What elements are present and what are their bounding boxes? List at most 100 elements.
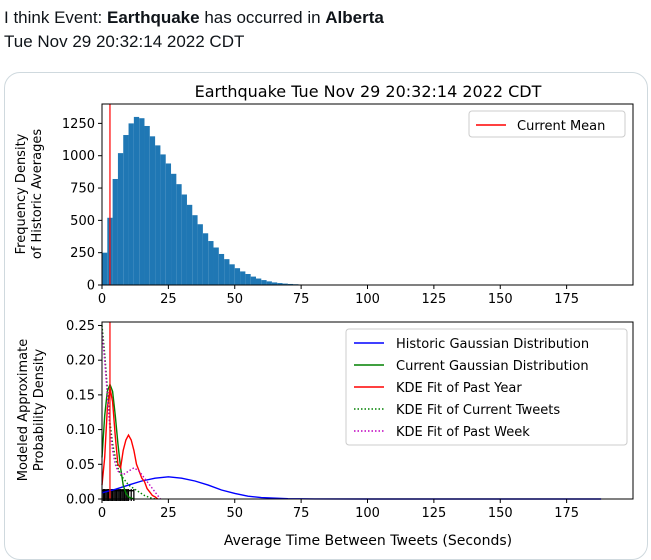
histogram-bar [234, 268, 241, 285]
y-tick-label: 1000 [62, 149, 95, 164]
legend-label-5: KDE Fit of Past Week [396, 425, 530, 440]
histogram-bar [229, 264, 235, 285]
x-tick-label: 125 [421, 506, 446, 521]
histogram-bar [224, 259, 230, 285]
chart-figure: Earthquake Tue Nov 29 20:32:14 2022 CDT … [14, 82, 634, 549]
x-tick-label: 0 [98, 292, 106, 307]
histogram-bar [218, 253, 225, 285]
histogram-bar [277, 283, 283, 285]
y-tick-label: 0.05 [66, 458, 95, 473]
histogram-bar [133, 116, 140, 285]
legend-label-1: Historic Gaussian Distribution [396, 337, 589, 352]
y-tick-label: 0.00 [66, 493, 95, 508]
histogram-bar [250, 276, 256, 285]
top-chart-x-ticks: 0 25 50 75 100 125 150 175 [98, 285, 579, 307]
bottom-chart-x-ticks: 0 25 50 75 100 125 150 175 [98, 499, 579, 521]
bottom-chart: 0 25 50 75 100 125 150 175 0.00 0.05 0.10 0.15 0.20… [16, 319, 634, 549]
y-tick-label: 0.25 [66, 319, 95, 334]
bottom-legend-box [345, 328, 628, 446]
histogram-bar [144, 125, 150, 285]
series-line-4 [101, 325, 156, 500]
histogram-bar [287, 283, 294, 285]
y-tick-label: 250 [70, 246, 95, 261]
histogram-bar [149, 136, 156, 285]
x-tick-label: 150 [488, 292, 513, 307]
histogram-bar [176, 184, 182, 285]
bottom-chart-y-ticks: 0.00 0.05 0.10 0.15 0.20 0.25 [66, 319, 102, 508]
x-tick-label: 100 [355, 506, 380, 521]
histogram-bar [197, 224, 203, 285]
histogram-bar [160, 154, 166, 285]
x-tick-label: 150 [488, 506, 513, 521]
series-line-1 [101, 476, 602, 500]
series-line-3 [101, 387, 159, 500]
bottom-chart-ylabel-line1: Modeled Approximate [16, 339, 31, 481]
histogram-bar [213, 247, 219, 285]
x-tick-label: 75 [293, 292, 310, 307]
histogram-bar [192, 215, 198, 285]
y-tick-label: 0.10 [66, 423, 95, 438]
top-chart-ylabel-line2: of Historic Averages [30, 129, 45, 259]
bottom-chart-xlabel: Average Time Between Tweets (Seconds) [224, 533, 512, 549]
y-tick-label: 0.20 [66, 354, 95, 369]
histogram-bar [102, 252, 108, 285]
top-chart-y-ticks: 0 250 500 750 1000 1250 [62, 117, 102, 294]
histogram-bar [123, 135, 129, 285]
legend-label-4: KDE Fit of Current Tweets [396, 403, 560, 418]
x-tick-label: 0 [98, 506, 106, 521]
top-chart-histogram [102, 116, 315, 285]
legend-label-2: Current Gaussian Distribution [396, 359, 589, 374]
histogram-bar [282, 283, 288, 285]
x-tick-label: 125 [421, 292, 446, 307]
x-tick-label: 75 [293, 506, 310, 521]
histogram-bar [139, 118, 145, 285]
legend-label-3: KDE Fit of Past Year [396, 381, 522, 396]
y-tick-label: 500 [70, 214, 95, 229]
x-tick-label: 50 [226, 292, 243, 307]
y-tick-label: 750 [70, 182, 95, 197]
tweet-event[interactable]: Earthquake [107, 8, 200, 27]
histogram-bar [155, 145, 161, 285]
x-tick-label: 25 [160, 506, 177, 521]
histogram-bar [117, 153, 124, 285]
histogram-bar [112, 178, 118, 285]
histogram-bar [165, 163, 172, 285]
tweet-prefix: I think Event: [4, 8, 107, 27]
tweet-location[interactable]: Alberta [325, 8, 384, 27]
histogram-bar [181, 194, 187, 285]
histogram-bar [240, 271, 246, 285]
top-chart-legend: Current Mean [468, 110, 626, 138]
histogram-bar [245, 274, 251, 285]
x-tick-label: 50 [226, 506, 243, 521]
bottom-chart-legend: Historic Gaussian Distribution Current Ga… [345, 328, 628, 446]
series-line-5 [101, 332, 161, 500]
top-legend-box [468, 110, 626, 138]
x-tick-label: 175 [554, 292, 579, 307]
series-line-2 [101, 382, 135, 500]
tweet-middle: has occurred in [199, 8, 326, 27]
top-chart-ylabel-line1: Frequency Density [14, 133, 29, 254]
tweet-line-1: I think Event: Earthquake has occurred i… [4, 6, 384, 30]
histogram-bar [255, 278, 262, 285]
tweet-timestamp: Tue Nov 29 20:32:14 2022 CDT [4, 32, 245, 51]
tweet-media-card[interactable]: Earthquake Tue Nov 29 20:32:14 2022 CDT … [4, 72, 648, 560]
x-tick-label: 175 [554, 506, 579, 521]
bottom-chart-ylabel-line2: Probability Density [32, 349, 47, 472]
top-legend-label: Current Mean [517, 119, 605, 134]
x-tick-label: 25 [160, 292, 177, 307]
y-tick-label: 0 [87, 279, 95, 294]
histogram-bar [271, 282, 278, 285]
y-tick-label: 1250 [62, 117, 95, 132]
histogram-bar [261, 280, 267, 285]
tweet-text: I think Event: Earthquake has occurred i… [4, 6, 384, 54]
top-chart: Earthquake Tue Nov 29 20:32:14 2022 CDT … [14, 82, 634, 307]
histogram-bar [186, 204, 193, 285]
histogram-bar [202, 233, 209, 285]
histogram-bar [128, 123, 134, 285]
y-tick-label: 0.15 [66, 388, 95, 403]
histogram-bar [171, 173, 177, 285]
top-chart-title: Earthquake Tue Nov 29 20:32:14 2022 CDT [195, 82, 542, 101]
x-tick-label: 100 [355, 292, 380, 307]
histogram-bar [208, 241, 214, 285]
histogram-bar [266, 281, 272, 285]
